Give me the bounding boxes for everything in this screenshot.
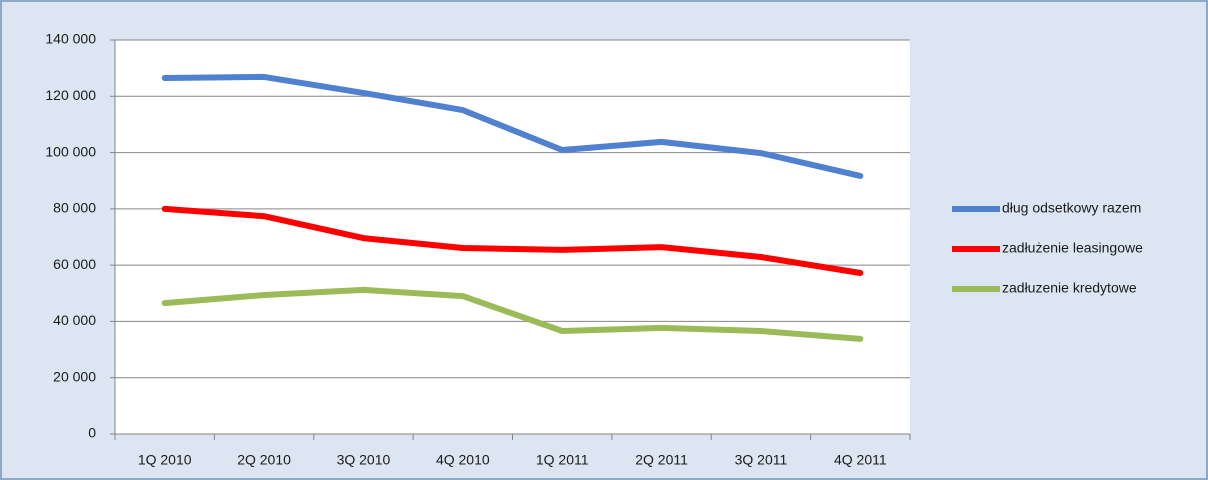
x-tick-label: 4Q 2011 [834,452,887,468]
legend-label: zadłużenie leasingowe [1002,240,1143,256]
legend-label: zadłuzenie kredytowe [1002,280,1137,296]
y-tick-label: 100 000 [45,143,96,159]
y-tick-label: 140 000 [45,31,96,47]
x-tick-label: 4Q 2010 [436,452,490,468]
x-tick-label: 2Q 2010 [237,452,291,468]
y-tick-label: 80 000 [53,200,96,216]
x-tick-label: 1Q 2010 [138,452,192,468]
series-line [161,73,864,179]
y-tick-label: 120 000 [45,87,96,103]
x-tick-label: 1Q 2011 [536,452,589,468]
legend-label: dług odsetkowy razem [1002,200,1141,216]
x-tick-label: 3Q 2011 [735,452,788,468]
series-line [161,205,864,276]
plot-area [115,40,910,434]
x-tick-label: 3Q 2010 [337,452,391,468]
y-tick-label: 40 000 [53,312,96,328]
y-tick-label: 60 000 [53,256,96,272]
y-tick-label: 0 [88,425,96,441]
series-line [161,286,864,342]
y-tick-label: 20 000 [53,368,96,384]
x-tick-label: 2Q 2011 [635,452,688,468]
